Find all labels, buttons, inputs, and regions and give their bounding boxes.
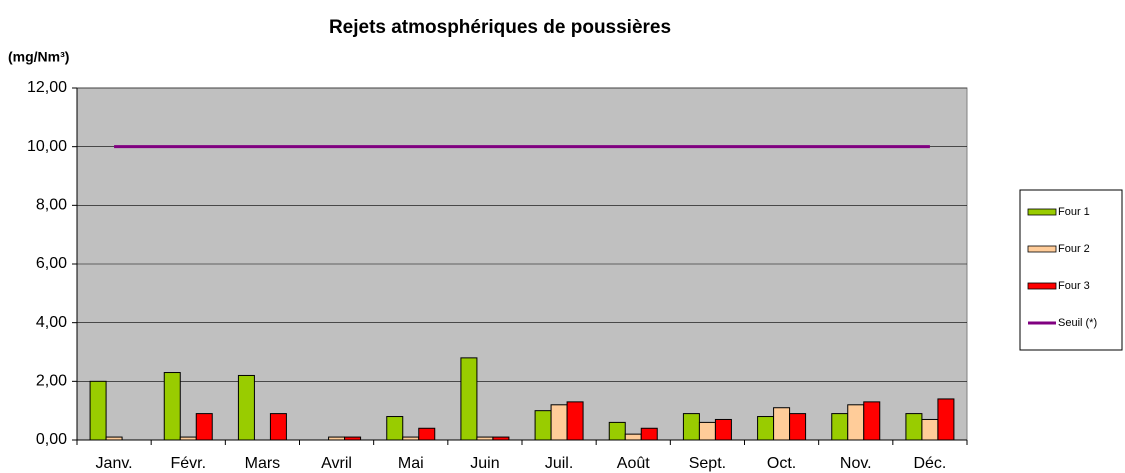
legend-swatch <box>1027 208 1057 216</box>
bar <box>179 436 197 441</box>
y-tick-label: 8,00 <box>36 197 67 214</box>
bar <box>773 407 791 441</box>
bar <box>757 416 775 441</box>
bar <box>163 372 181 441</box>
bar <box>476 436 494 441</box>
y-tick-label: 6,00 <box>36 255 67 272</box>
x-tick-label: Avril <box>321 455 352 472</box>
bar <box>402 436 420 441</box>
x-tick-label: Févr. <box>170 455 206 472</box>
bar <box>89 380 107 441</box>
bar <box>921 418 939 441</box>
legend-swatch <box>1027 245 1057 253</box>
bar <box>237 374 255 441</box>
y-tick-label: 10,00 <box>27 138 67 155</box>
bar <box>905 413 923 441</box>
bar <box>269 413 287 441</box>
x-tick-label: Nov. <box>840 455 872 472</box>
x-tick-label: Août <box>617 455 650 472</box>
legend-label: Seuil (*) <box>1058 317 1097 329</box>
legend-label: Four 2 <box>1058 243 1090 255</box>
bar <box>863 401 881 441</box>
bar <box>328 436 346 441</box>
legend-label: Four 3 <box>1058 280 1090 292</box>
x-tick-label: Mars <box>245 455 281 472</box>
bar <box>386 416 404 441</box>
bar <box>460 357 478 441</box>
x-tick-label: Oct. <box>767 455 796 472</box>
bar <box>105 436 123 441</box>
x-tick-label: Sept. <box>689 455 726 472</box>
legend-swatch <box>1027 282 1057 290</box>
bar <box>418 427 436 441</box>
chart-title: Rejets atmosphériques de poussières <box>329 17 671 38</box>
bar <box>698 421 716 441</box>
y-axis-label: (mg/Nm³) <box>8 49 69 65</box>
bar <box>640 427 658 441</box>
bar <box>608 421 626 441</box>
y-tick-label: 2,00 <box>36 373 67 390</box>
bar <box>492 436 510 441</box>
bar <box>534 410 552 441</box>
bar <box>831 413 849 441</box>
bar <box>937 398 955 441</box>
bar <box>195 413 213 441</box>
bar <box>566 401 584 441</box>
bar <box>789 413 807 441</box>
x-tick-label: Juin <box>470 455 499 472</box>
x-tick-label: Juil. <box>545 455 573 472</box>
bar <box>344 436 362 441</box>
bar <box>847 404 865 441</box>
bar <box>624 433 642 441</box>
x-tick-label: Déc. <box>913 455 946 472</box>
x-tick-label: Janv. <box>96 455 133 472</box>
bar <box>550 404 568 441</box>
bar <box>682 413 700 441</box>
x-tick-label: Mai <box>398 455 424 472</box>
y-tick-label: 12,00 <box>27 79 67 96</box>
bar <box>714 418 732 441</box>
y-tick-label: 4,00 <box>36 314 67 331</box>
y-tick-label: 0,00 <box>36 431 67 448</box>
legend <box>1019 189 1123 351</box>
legend-label: Four 1 <box>1058 206 1090 218</box>
